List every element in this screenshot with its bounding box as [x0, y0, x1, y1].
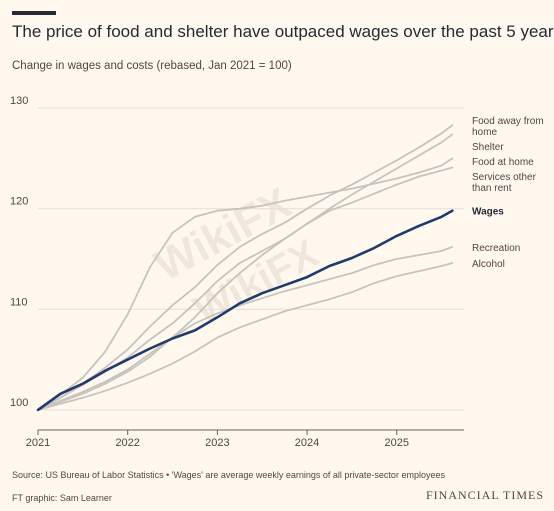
series-label: Shelter [472, 142, 504, 153]
x-tick-label: 2022 [115, 437, 139, 449]
series-line-recreation [37, 245, 454, 411]
x-tick-label: 2021 [26, 437, 50, 449]
series-label: Services other than rent [472, 172, 537, 194]
series-line-wages [36, 209, 454, 412]
chart-title: The price of food and shelter have outpa… [12, 22, 554, 41]
series-label: Food away from home [472, 116, 544, 138]
ft-logo: FINANCIAL TIMES [425, 488, 544, 502]
series-label: Alcohol [472, 259, 505, 270]
y-tick-label: 110 [10, 296, 28, 308]
series-line-shelter [37, 133, 454, 411]
y-tick-label: 130 [10, 95, 28, 107]
graphic-credit: FT graphic: Sam Learner [12, 493, 112, 503]
x-tick-label: 2023 [205, 437, 229, 449]
y-tick-label: 120 [10, 196, 28, 208]
series-label: Recreation [472, 243, 520, 254]
chart-subtitle: Change in wages and costs (rebased, Jan … [12, 60, 292, 72]
series-line-alcohol [37, 262, 454, 411]
source-note: Source: US Bureau of Labor Statistics • … [12, 470, 445, 480]
series-label: Wages [472, 207, 504, 218]
x-tick-label: 2024 [295, 437, 319, 449]
y-tick-label: 100 [10, 397, 28, 409]
series-label: Food at home [472, 157, 534, 168]
x-tick-label: 2025 [384, 437, 408, 449]
series-line-food-at-home [37, 157, 454, 411]
series-line-food-away-from-home [37, 124, 454, 411]
ft-top-bar [12, 11, 56, 15]
